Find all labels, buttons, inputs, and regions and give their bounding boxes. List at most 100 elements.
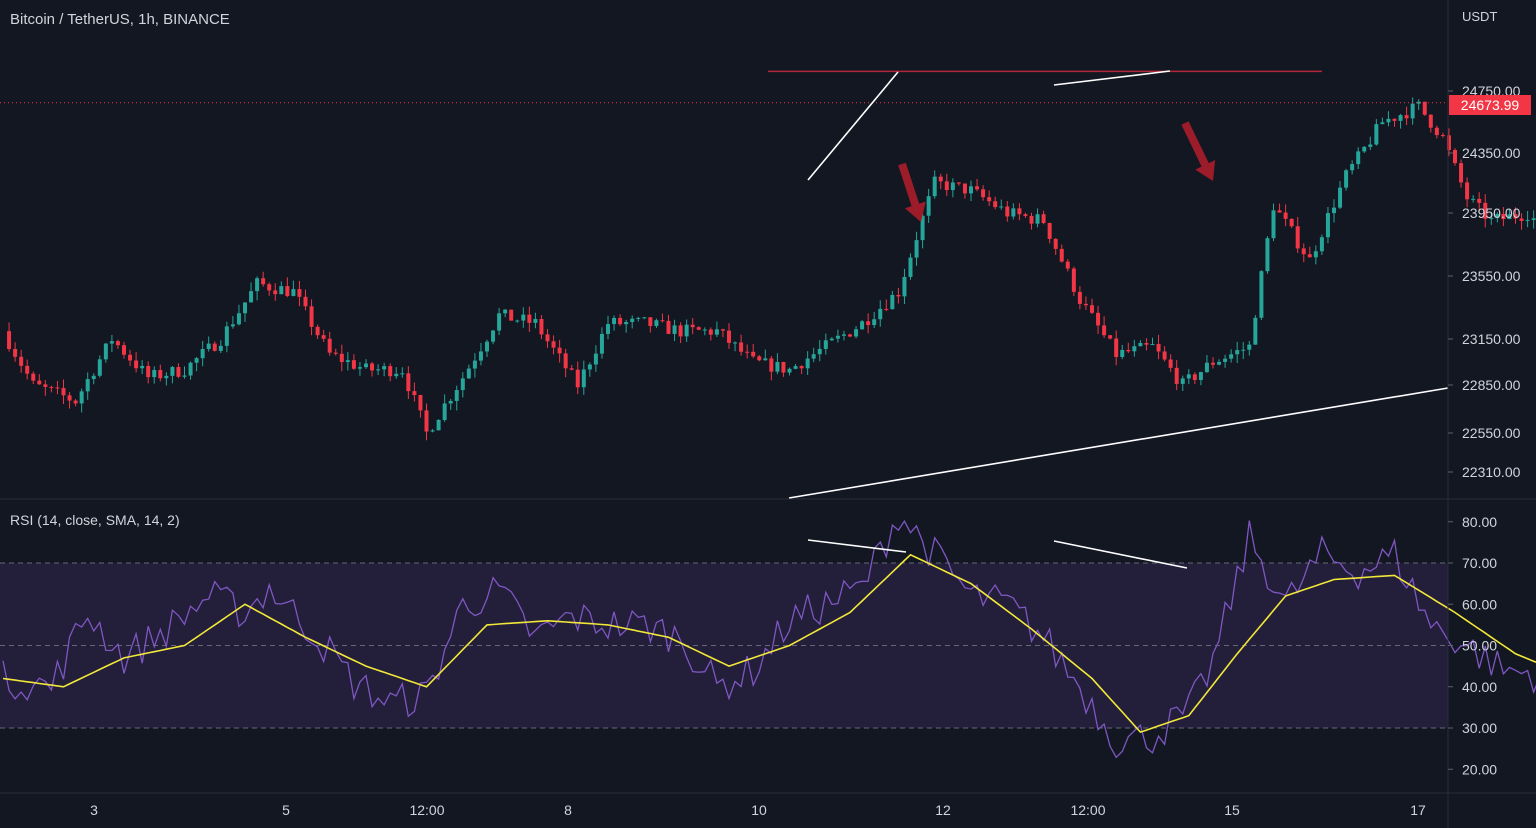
candle-body bbox=[1023, 214, 1028, 216]
candle-body bbox=[1277, 210, 1282, 213]
time-tick-label: 17 bbox=[1410, 802, 1426, 818]
candle bbox=[1059, 244, 1064, 263]
candle bbox=[1144, 338, 1149, 351]
last-price-badge: 24673.99 bbox=[1449, 95, 1531, 115]
candle-body bbox=[618, 317, 623, 325]
price-tick-label: 23150.00 bbox=[1462, 331, 1521, 347]
candle-body bbox=[279, 286, 284, 295]
candle bbox=[1083, 296, 1088, 310]
candle bbox=[1047, 222, 1052, 244]
candle bbox=[714, 321, 719, 337]
candle-body bbox=[678, 325, 683, 337]
candle bbox=[472, 353, 477, 378]
candle bbox=[1507, 208, 1512, 220]
candle-body bbox=[769, 358, 774, 372]
candle-body bbox=[370, 363, 375, 371]
candle-body bbox=[485, 341, 489, 352]
candle-body bbox=[1144, 342, 1149, 345]
candle-body bbox=[1090, 305, 1094, 313]
candle-body bbox=[418, 395, 423, 411]
candle-body bbox=[472, 360, 477, 369]
candle-body bbox=[666, 320, 671, 334]
candle-body bbox=[1011, 208, 1016, 217]
candle bbox=[938, 173, 943, 190]
candle-body bbox=[1404, 115, 1409, 119]
candle bbox=[339, 344, 344, 372]
candle-body bbox=[267, 284, 272, 291]
candle bbox=[1380, 117, 1385, 125]
candle bbox=[727, 323, 731, 349]
candle-body bbox=[993, 201, 998, 208]
candle-body bbox=[1229, 354, 1234, 359]
candle bbox=[1344, 168, 1349, 191]
candle-body bbox=[835, 335, 840, 339]
candle bbox=[1132, 339, 1137, 357]
candle-body bbox=[1422, 101, 1427, 115]
rsi-tick-label: 50.00 bbox=[1462, 638, 1497, 654]
candle-body bbox=[442, 403, 447, 420]
candle-body bbox=[333, 352, 338, 354]
candle-body bbox=[182, 375, 187, 377]
candle bbox=[67, 392, 72, 409]
rsi-indicator-title[interactable]: RSI (14, close, SMA, 14, 2) bbox=[10, 512, 180, 528]
candle-body bbox=[581, 369, 586, 388]
candle bbox=[593, 345, 598, 372]
candle-body bbox=[1489, 217, 1494, 219]
candlestick-series[interactable] bbox=[0, 86, 1536, 441]
time-tick-label: 12:00 bbox=[1070, 802, 1105, 818]
candle-body bbox=[1083, 303, 1088, 306]
candle bbox=[321, 329, 326, 343]
candle-body bbox=[1386, 118, 1391, 123]
candle bbox=[261, 271, 266, 287]
candle-body bbox=[527, 314, 532, 323]
candle-body bbox=[787, 368, 792, 373]
candle bbox=[1471, 195, 1476, 203]
candle-body bbox=[1513, 214, 1518, 219]
candle-body bbox=[672, 325, 677, 334]
candle-body bbox=[793, 366, 798, 369]
candle bbox=[739, 334, 744, 356]
candle bbox=[370, 361, 375, 377]
rsi-divergence-line bbox=[807, 539, 907, 553]
candle-body bbox=[43, 384, 48, 387]
candle-body bbox=[400, 373, 405, 375]
candle-body bbox=[1507, 214, 1512, 220]
candle bbox=[1446, 128, 1451, 157]
candle-body bbox=[708, 329, 713, 335]
candle bbox=[188, 361, 193, 380]
drawing-annotations[interactable] bbox=[768, 70, 1449, 569]
candle bbox=[563, 348, 568, 378]
candle bbox=[140, 360, 145, 375]
candle bbox=[757, 354, 762, 362]
candle bbox=[1041, 210, 1046, 225]
rsi-series-layer[interactable] bbox=[2, 519, 1536, 759]
time-tick-label: 12 bbox=[935, 802, 951, 818]
candle-body bbox=[1338, 187, 1343, 208]
candle bbox=[364, 359, 368, 369]
price-tick-label: 23950.00 bbox=[1462, 205, 1521, 221]
candle-body bbox=[37, 380, 42, 385]
candle bbox=[442, 394, 447, 422]
candle bbox=[926, 188, 931, 223]
candle-body bbox=[115, 341, 120, 346]
candle-body bbox=[920, 215, 925, 241]
candle-body bbox=[345, 360, 350, 363]
candle-body bbox=[684, 324, 689, 337]
candle-body bbox=[1053, 238, 1058, 249]
symbol-title[interactable]: Bitcoin / TetherUS, 1h, BINANCE bbox=[10, 11, 230, 28]
candle bbox=[303, 289, 308, 311]
candle-body bbox=[134, 360, 139, 369]
candle bbox=[1102, 316, 1107, 338]
candle-body bbox=[309, 306, 314, 327]
candle bbox=[315, 324, 320, 340]
candle bbox=[1356, 147, 1361, 170]
candle-body bbox=[1174, 367, 1179, 384]
candle bbox=[115, 339, 120, 349]
candle-body bbox=[503, 309, 508, 314]
candle-body bbox=[702, 329, 707, 331]
candle bbox=[539, 315, 544, 340]
candle bbox=[581, 360, 586, 395]
candle bbox=[1035, 208, 1040, 228]
candle-body bbox=[1525, 219, 1530, 221]
candle bbox=[249, 282, 254, 303]
